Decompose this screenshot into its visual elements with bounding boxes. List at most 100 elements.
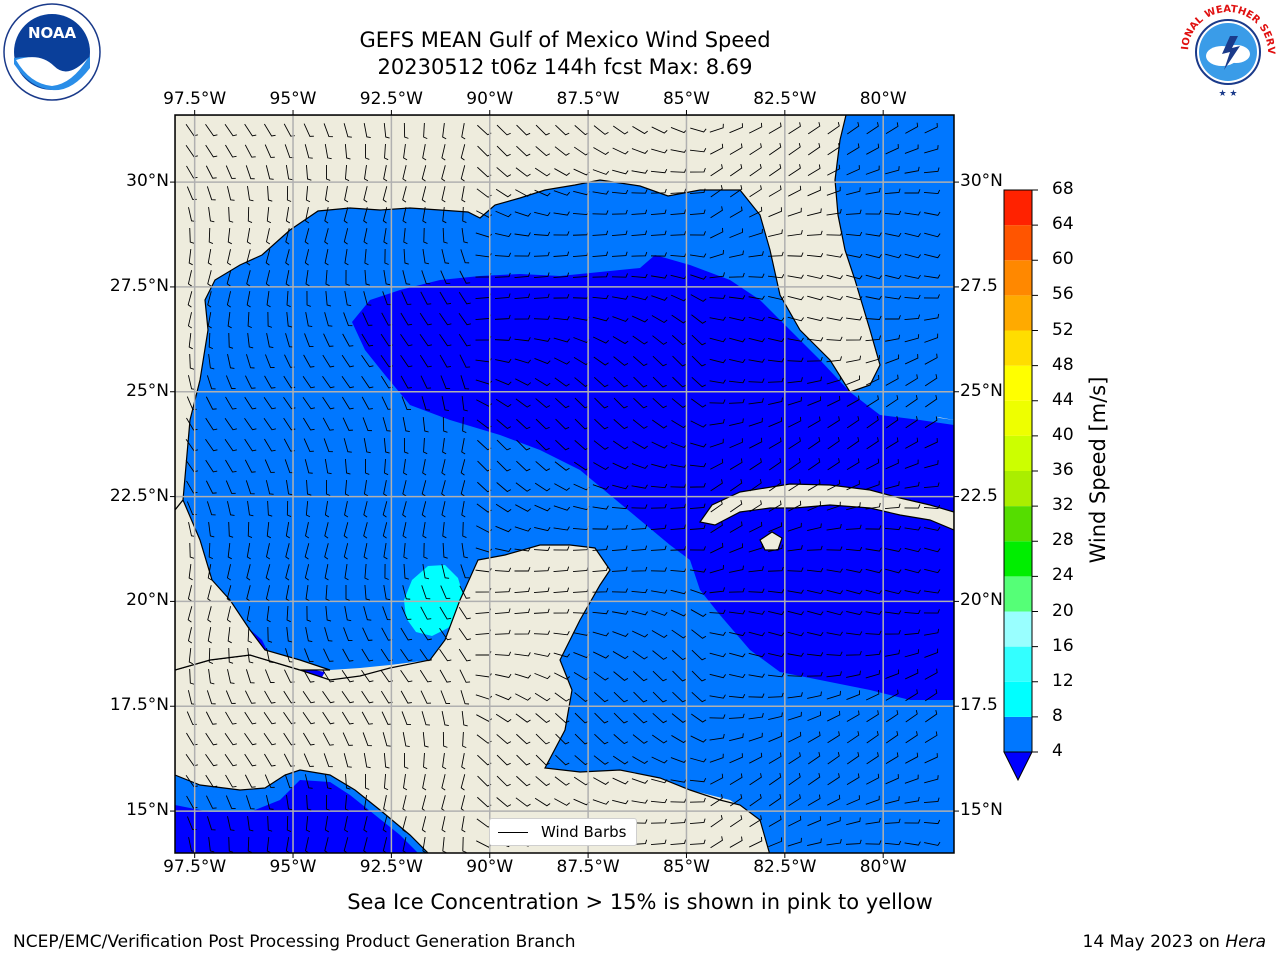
wind-barb — [440, 585, 451, 599]
wind-barb — [205, 417, 218, 431]
wind-barb — [905, 710, 918, 723]
wind-barb — [533, 566, 550, 572]
wind-barb — [904, 774, 919, 784]
wind-barb — [189, 353, 195, 370]
wind-barb — [749, 458, 762, 471]
wind-barb — [324, 816, 330, 833]
wind-barb — [767, 251, 784, 257]
wind-barb — [205, 396, 217, 410]
wind-barb — [228, 332, 234, 349]
wind-barb — [419, 312, 432, 326]
wind-barb — [264, 753, 276, 767]
wind-barb — [690, 568, 707, 573]
wind-barb — [865, 335, 881, 342]
wind-barb — [205, 144, 218, 158]
wind-barb — [553, 337, 571, 343]
colorbar-tick-label: 64 — [1052, 214, 1074, 235]
wind-barb — [709, 587, 725, 594]
wind-barb — [670, 567, 687, 573]
wind-barb — [244, 123, 257, 137]
wind-barb — [400, 333, 413, 347]
wind-barb — [207, 627, 212, 644]
wind-barb — [423, 752, 428, 770]
wind-barb — [923, 167, 940, 174]
wind-barb — [787, 357, 804, 362]
wind-barb — [421, 480, 427, 497]
wind-barb — [323, 438, 333, 453]
wind-barb — [885, 649, 901, 657]
wind-barb — [826, 356, 842, 363]
wind-barb — [710, 521, 723, 534]
wind-barb — [904, 274, 921, 279]
wind-barb — [476, 714, 493, 722]
wind-barb — [689, 231, 706, 236]
wind-barb — [866, 122, 879, 135]
wind-barb — [365, 773, 370, 790]
wind-barb — [324, 543, 329, 560]
wind-barb — [690, 609, 707, 617]
wind-barb — [383, 228, 388, 245]
wind-barb — [729, 733, 744, 742]
wind-barb — [651, 734, 668, 744]
wind-barb — [441, 564, 450, 579]
wind-barb — [788, 437, 801, 450]
wind-barb — [885, 166, 900, 175]
wind-barb — [826, 336, 843, 341]
wind-barb — [787, 295, 804, 301]
wind-barb — [266, 836, 271, 853]
wind-barb — [651, 589, 668, 594]
wind-barb — [515, 378, 532, 386]
wind-barb — [554, 357, 571, 365]
wind-barb — [807, 186, 821, 197]
wind-barb — [651, 756, 668, 764]
wind-barb — [244, 690, 256, 704]
wind-barb — [631, 588, 648, 594]
wind-barb — [631, 315, 649, 323]
lon-label-top: 80°W — [859, 89, 907, 109]
wind-barb — [729, 479, 743, 492]
wind-barb — [787, 207, 802, 217]
wind-barb — [267, 815, 273, 832]
wind-barb — [363, 228, 368, 245]
wind-barb — [363, 816, 368, 833]
wind-barb — [884, 503, 901, 509]
wind-barb — [283, 417, 296, 431]
lon-label-bottom: 82.5°W — [753, 857, 817, 877]
wind-barb — [226, 186, 235, 201]
wind-barb — [364, 584, 371, 601]
colorbar-band — [1004, 435, 1032, 471]
wind-barb — [460, 480, 466, 497]
wind-barb — [884, 210, 902, 216]
wind-barb — [245, 165, 255, 180]
wind-barb — [806, 252, 824, 258]
wind-barb — [826, 316, 843, 321]
wind-barb — [304, 459, 313, 474]
wind-barb — [383, 585, 391, 601]
wind-barb — [846, 690, 860, 700]
wind-barb — [439, 648, 452, 662]
wind-barb — [304, 774, 313, 789]
wind-barb — [806, 356, 823, 362]
wind-barb — [402, 816, 407, 833]
wind-barb — [806, 230, 823, 236]
wind-barb — [885, 796, 900, 805]
wind-barb — [514, 526, 532, 532]
colorbar-band — [1004, 260, 1032, 296]
wind-barb — [553, 587, 570, 594]
wind-barb — [748, 713, 764, 720]
wind-barb — [670, 230, 687, 236]
wind-barb — [516, 439, 531, 451]
lon-label-top: 85°W — [662, 89, 710, 109]
wind-barb — [670, 483, 687, 488]
wind-barb — [535, 461, 551, 472]
wind-barb — [442, 438, 447, 455]
wind-barb — [670, 188, 687, 194]
wind-barb — [650, 524, 667, 531]
wind-barb — [304, 564, 310, 581]
wind-barb — [439, 606, 452, 620]
wind-barb — [787, 252, 804, 257]
wind-barb — [226, 606, 232, 623]
wind-barb — [382, 732, 391, 747]
wind-barb — [885, 354, 900, 364]
wind-barb — [690, 127, 707, 133]
